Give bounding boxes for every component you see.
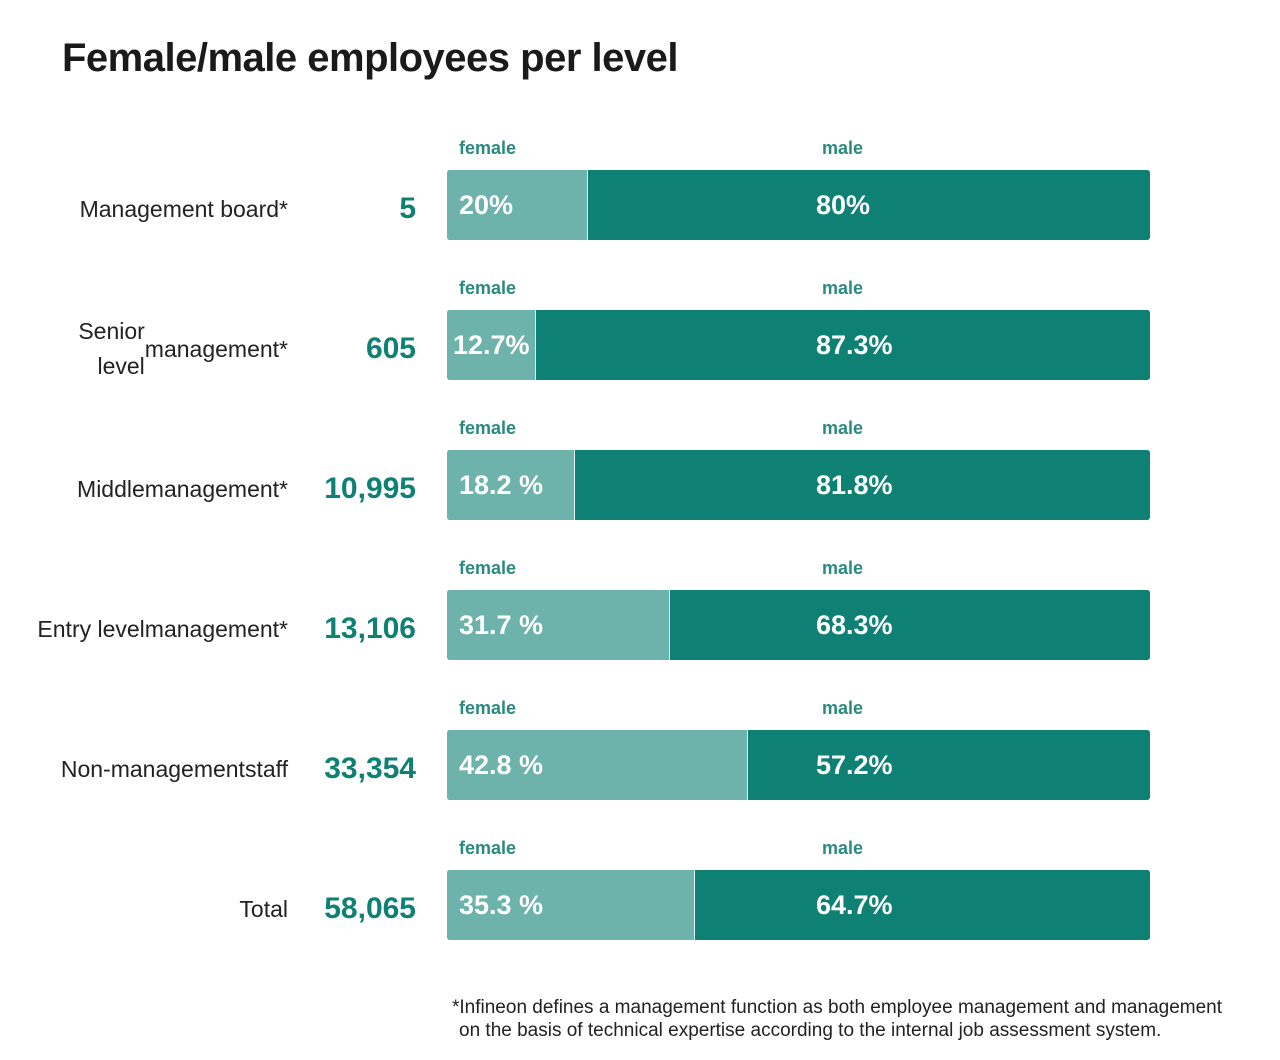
female-caption: female <box>459 138 517 158</box>
female-bar-segment <box>447 310 536 380</box>
male-caption: male <box>822 278 864 298</box>
chart-title: Female/male employees per level <box>62 36 678 80</box>
chart-row: Non-management staff 33,354 female male 42.8 … <box>0 698 1280 838</box>
chart-row: Middle management* 10,995 female male 18.2 % 8… <box>0 418 1280 558</box>
category-label-line: management* <box>144 475 288 502</box>
category-label: Non-management staff <box>28 733 288 805</box>
male-bar-segment <box>670 590 1150 660</box>
female-caption: female <box>459 278 517 298</box>
male-value-label: 57.2% <box>816 750 893 780</box>
male-bar-segment <box>536 310 1150 380</box>
male-bar-segment <box>695 870 1150 940</box>
male-value-label: 87.3% <box>816 330 893 360</box>
female-bar-segment <box>447 730 748 800</box>
female-bar-segment <box>447 170 588 240</box>
category-label-line: Non-management <box>60 755 245 782</box>
male-caption: male <box>822 558 864 578</box>
employee-count: 58,065 <box>324 892 416 925</box>
female-bar-segment <box>447 450 575 520</box>
stacked-bar: 20% 80% <box>447 170 1150 240</box>
male-caption: male <box>822 418 864 438</box>
employee-count: 605 <box>365 332 416 365</box>
male-value-label: 80% <box>816 190 871 220</box>
stacked-bar: 18.2 % 81.8% <box>447 450 1150 520</box>
female-bar-segment <box>447 590 670 660</box>
footnote-line: *Infineon defines a management function … <box>452 997 1223 1018</box>
employee-count: 10,995 <box>324 472 416 505</box>
female-value-label: 12.7% <box>453 330 530 360</box>
male-bar-segment <box>748 730 1150 800</box>
chart-row: Entry level management* 13,106 female male 31… <box>0 558 1280 698</box>
category-label-line: Senior level <box>78 318 145 379</box>
male-caption: male <box>822 138 864 158</box>
chart-row: Total 58,065 female male 35.3 % 64.7% <box>0 838 1280 978</box>
category-label: Middle management* <box>28 453 288 525</box>
female-bar-segment <box>447 870 695 940</box>
employee-count: 13,106 <box>324 612 416 645</box>
male-caption: male <box>822 698 864 718</box>
category-label-line: Entry level <box>37 615 145 642</box>
male-bar-segment <box>588 170 1150 240</box>
footnote-line: on the basis of technical expertise acco… <box>459 1020 1162 1041</box>
stacked-bar: 42.8 % 57.2% <box>447 730 1150 800</box>
category-label-line: management* <box>144 335 288 362</box>
category-label: Management board* <box>28 173 288 245</box>
category-label-line: Management board* <box>79 195 288 222</box>
stacked-bar: 35.3 % 64.7% <box>447 870 1150 940</box>
female-caption: female <box>459 418 517 438</box>
category-label-line: Middle <box>77 475 145 502</box>
category-label-line: staff <box>244 755 288 782</box>
category-label-line: Total <box>239 895 288 922</box>
category-label-line: management* <box>144 615 288 642</box>
male-value-label: 68.3% <box>816 610 893 640</box>
female-caption: female <box>459 698 517 718</box>
chart-row: Management board* 5 female male 20% 80% <box>0 138 1280 278</box>
female-value-label: 20% <box>459 190 514 220</box>
male-caption: male <box>822 838 864 858</box>
category-label: Entry level management* <box>28 593 288 665</box>
footnote: *Infineon defines a management function … <box>452 996 1252 1042</box>
female-value-label: 35.3 % <box>459 890 544 920</box>
category-label: Total <box>28 873 288 945</box>
chart-row: Senior level management* 605 female male 12.7… <box>0 278 1280 418</box>
male-value-label: 64.7% <box>816 890 893 920</box>
female-caption: female <box>459 558 517 578</box>
female-value-label: 31.7 % <box>459 610 544 640</box>
category-label: Senior level management* <box>28 313 288 385</box>
employee-count: 33,354 <box>324 752 416 785</box>
stacked-bar: 31.7 % 68.3% <box>447 590 1150 660</box>
female-caption: female <box>459 838 517 858</box>
female-value-label: 42.8 % <box>459 750 544 780</box>
female-value-label: 18.2 % <box>459 470 544 500</box>
male-value-label: 81.8% <box>816 470 893 500</box>
employee-count: 5 <box>399 192 416 225</box>
male-bar-segment <box>575 450 1150 520</box>
stacked-bar: 12.7% 87.3% <box>447 310 1150 380</box>
